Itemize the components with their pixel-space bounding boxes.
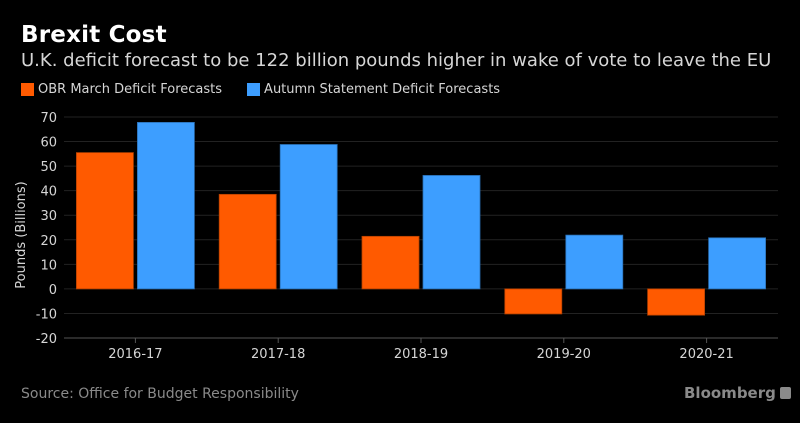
x-tick-label: 2020-21 [679, 347, 733, 362]
y-tick-label: 40 [40, 185, 57, 200]
y-tick-label: 20 [40, 234, 57, 249]
y-tick-labels: 70 60 50 40 30 20 10 0 -10 -20 [36, 111, 57, 347]
legend-item-autumn: Autumn Statement Deficit Forecasts [247, 82, 500, 97]
y-tick-label: 50 [40, 160, 57, 175]
x-tick-label: 2017-18 [251, 347, 305, 362]
y-tick-label: 30 [40, 209, 57, 224]
brand-logo: Bloomberg [684, 384, 791, 402]
bloomberg-chart-icon [779, 387, 791, 399]
legend-swatch-autumn [247, 83, 261, 96]
bar-obr-2018-19 [361, 235, 420, 290]
legend-label-obr: OBR March Deficit Forecasts [38, 82, 223, 97]
bars [76, 122, 766, 316]
bar-obr-2016-17 [76, 152, 134, 290]
y-tick-label: -10 [36, 307, 57, 322]
bar-autumn-2018-19 [422, 175, 481, 290]
y-axis-title: Pounds (Billions) [14, 181, 29, 288]
bar-obr-2017-18 [218, 193, 277, 290]
bar-autumn-2016-17 [136, 122, 195, 290]
y-tick-label: 60 [40, 136, 57, 151]
y-tick-label: 70 [40, 111, 57, 126]
bar-autumn-2017-18 [279, 144, 338, 290]
y-tick-label: -20 [36, 332, 57, 347]
x-tick-label: 2019-20 [537, 347, 591, 362]
legend-item-obr: OBR March Deficit Forecasts [21, 82, 222, 97]
chart-title: Brexit Cost [21, 22, 167, 48]
brand-name: Bloomberg [684, 384, 776, 402]
x-tick-label: 2016-17 [108, 347, 162, 362]
x-axis: 2016-17 2017-18 2018-19 2019-20 2020-21 [64, 337, 778, 362]
y-tick-label: 0 [49, 283, 57, 298]
source-note: Source: Office for Budget Responsibility [21, 386, 299, 402]
chart-subtitle: U.K. deficit forecast to be 122 billion … [21, 50, 772, 71]
y-tick-label: 10 [40, 258, 57, 273]
bar-obr-2020-21 [647, 288, 705, 316]
bar-obr-2019-20 [504, 288, 563, 315]
bar-autumn-2019-20 [565, 234, 624, 290]
x-tick-label: 2018-19 [394, 347, 448, 362]
bar-autumn-2020-21 [708, 237, 766, 290]
legend-label-autumn: Autumn Statement Deficit Forecasts [264, 82, 501, 97]
legend-swatch-obr [21, 83, 34, 96]
legend: OBR March Deficit Forecasts Autumn State… [21, 82, 525, 97]
